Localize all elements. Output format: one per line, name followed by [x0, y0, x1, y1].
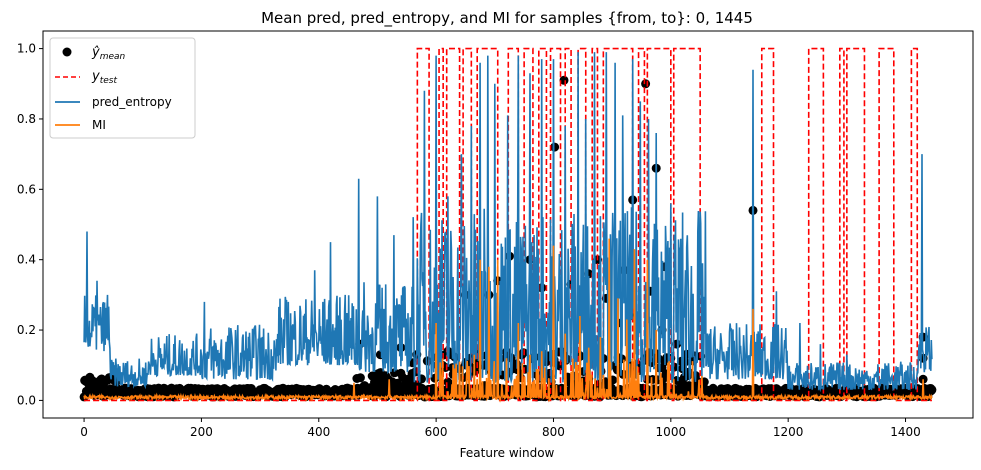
legend-label-y-mean: ŷmean: [91, 45, 126, 62]
legend-label-y-test: ytest: [91, 69, 117, 86]
y-tick-label: 0.8: [17, 112, 36, 126]
y-axis: 0.0 0.2 0.4 0.6 0.8 1.0: [17, 42, 43, 407]
x-axis-label: Feature window: [460, 446, 555, 460]
y-tick-label: 0.4: [17, 253, 36, 267]
y-mean-point: [641, 79, 651, 89]
legend-y-test-sub: test: [100, 76, 118, 86]
x-tick-label: 1000: [656, 425, 687, 439]
x-tick-label: 1200: [773, 425, 804, 439]
pred-entropy-line: [83, 52, 933, 393]
legend-label-mi: MI: [92, 118, 106, 132]
x-axis: 0 200 400 600 800 1000 1200 1400: [80, 418, 921, 439]
x-tick-label: 200: [190, 425, 213, 439]
legend-y-mean-base: ŷ: [91, 45, 100, 60]
y-mean-point: [550, 142, 560, 152]
plot-frame: [42, 30, 974, 419]
legend-y-test-base: y: [91, 69, 100, 84]
legend: ŷmean ytest pred_entropy MI: [49, 37, 196, 139]
mi-line: [83, 238, 933, 403]
x-tick-label: 0: [80, 425, 88, 439]
y-test-line: [84, 47, 932, 402]
y-mean-point: [559, 75, 569, 85]
x-tick-label: 600: [425, 425, 448, 439]
y-tick-label: 0.2: [17, 323, 36, 337]
y-tick-label: 1.0: [17, 42, 36, 56]
y-tick-label: 0.0: [17, 393, 36, 407]
x-tick-label: 800: [542, 425, 565, 439]
x-tick-label: 1400: [890, 425, 921, 439]
y-tick-label: 0.6: [17, 182, 36, 196]
x-tick-label: 400: [307, 425, 330, 439]
legend-label-pred-entropy: pred_entropy: [92, 95, 172, 109]
legend-box: [49, 37, 196, 139]
y-mean-point: [927, 385, 937, 395]
chart-title: Mean pred, pred_entropy, and MI for samp…: [261, 9, 753, 28]
legend-y-mean-sub: mean: [100, 52, 126, 62]
y-mean-point: [390, 368, 399, 378]
y-mean-point: [355, 373, 365, 383]
legend-marker-y-mean: [62, 47, 72, 57]
plot-area: [79, 47, 937, 403]
